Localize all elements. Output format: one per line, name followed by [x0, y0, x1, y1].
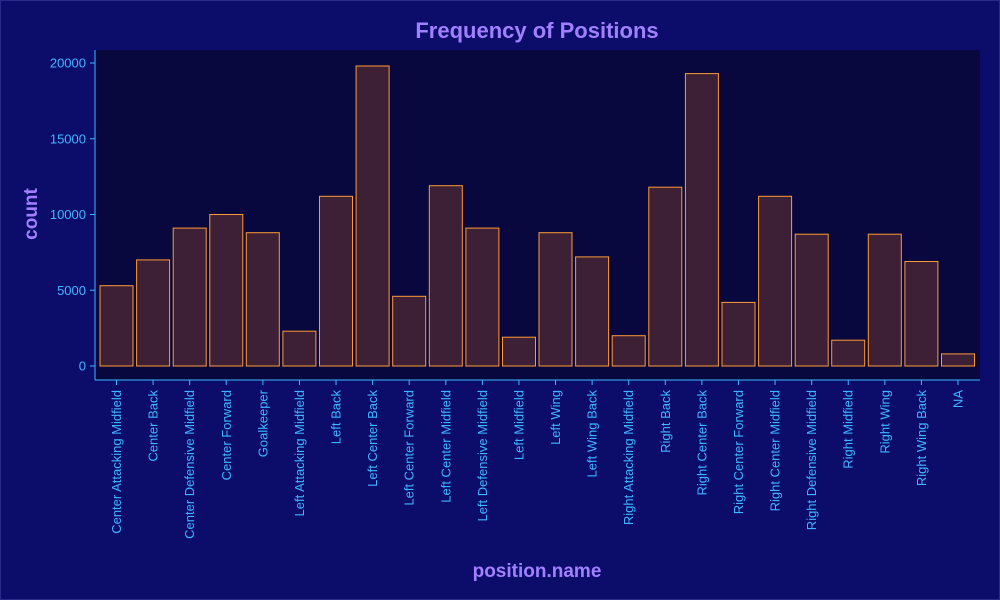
bar — [502, 336, 536, 367]
y-tick-label: 10000 — [50, 207, 86, 222]
bar — [428, 185, 463, 367]
y-tick-label: 5000 — [57, 283, 86, 298]
bar — [758, 195, 793, 367]
x-tick-label: Right Midfield — [841, 390, 856, 469]
x-tick-label: Right Defensive Midfield — [804, 390, 819, 530]
x-tick-label: Left Center Forward — [402, 390, 417, 506]
x-tick-label: Right Wing Back — [914, 390, 929, 487]
bar — [282, 330, 317, 367]
x-tick-label: Left Center Back — [365, 390, 380, 487]
bar — [319, 195, 353, 367]
x-tick-label: Left Back — [329, 390, 344, 445]
bar — [209, 214, 244, 367]
bar — [611, 335, 646, 367]
chart-title: Frequency of Positions — [415, 18, 658, 43]
x-tick-label: Center Back — [146, 390, 161, 462]
x-tick-label: Left Midfield — [511, 390, 526, 460]
bar — [538, 232, 573, 367]
x-tick-label: Goalkeeper — [255, 389, 270, 457]
y-tick-label: 15000 — [50, 131, 86, 146]
x-tick-label: Center Defensive Midfield — [182, 390, 197, 539]
bar — [684, 73, 719, 367]
x-tick-label: Center Attacking Midfield — [109, 390, 124, 534]
bar — [794, 233, 829, 367]
bar — [575, 256, 610, 367]
y-tick-label: 20000 — [50, 56, 86, 71]
x-tick-label: Right Center Back — [694, 390, 709, 496]
x-tick-label: Right Attacking Midfield — [621, 390, 636, 525]
y-tick-label: 0 — [79, 359, 86, 374]
y-axis: 0 5000 10000 15000 20000 — [50, 50, 96, 380]
x-tick-label: Center Forward — [219, 390, 234, 480]
bar — [355, 65, 390, 367]
x-tick-label: Right Center Midfield — [768, 390, 783, 511]
bar — [465, 227, 500, 367]
bar — [867, 233, 902, 367]
bar — [245, 232, 280, 367]
bar — [648, 186, 683, 367]
bar — [831, 339, 866, 367]
x-tick-label: Left Wing — [548, 390, 563, 445]
bar — [941, 353, 975, 367]
bars-group — [99, 65, 975, 367]
bar — [392, 295, 427, 367]
x-tick-label: Right Wing — [877, 390, 892, 454]
bar — [136, 259, 171, 367]
x-tick-label: Left Attacking Midfield — [292, 390, 307, 516]
bar — [99, 285, 134, 367]
x-tick-label: Right Center Forward — [731, 390, 746, 514]
bar — [172, 227, 207, 367]
x-tick-label: Right Back — [658, 390, 673, 453]
bar — [721, 301, 756, 367]
x-axis-title: position.name — [473, 561, 602, 582]
x-axis: Center Attacking Midfield Center Back Cent… — [95, 379, 980, 539]
bar — [904, 261, 939, 367]
y-axis-title: count — [21, 187, 42, 239]
x-tick-label: Left Center Midfield — [438, 390, 453, 503]
x-tick-label: NA — [951, 390, 966, 408]
x-tick-label: Left Defensive Midfield — [475, 390, 490, 522]
x-tick-label: Left Wing Back — [585, 390, 600, 478]
